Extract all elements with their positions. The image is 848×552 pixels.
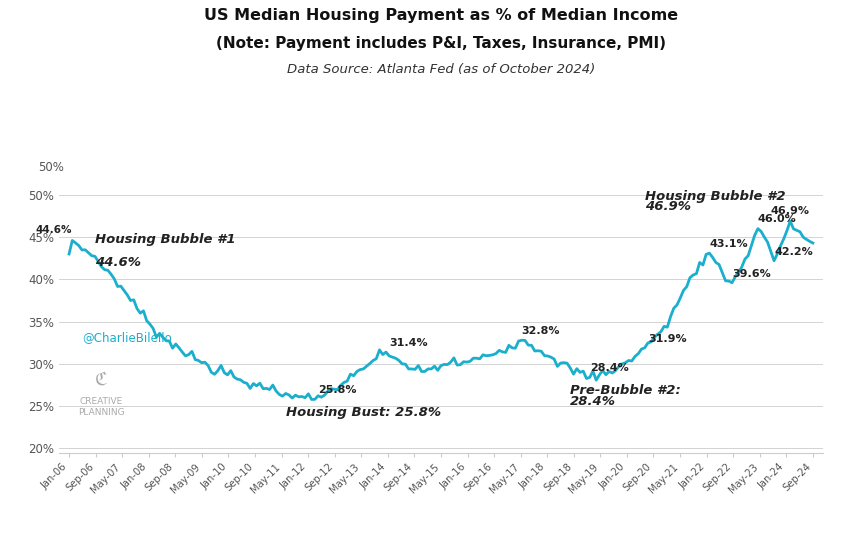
Text: (Note: Payment includes P&I, Taxes, Insurance, PMI): (Note: Payment includes P&I, Taxes, Insu… [216,36,666,51]
Text: 43.1%: 43.1% [710,239,748,249]
Text: Housing Bust: 25.8%: Housing Bust: 25.8% [286,406,441,419]
Text: 31.9%: 31.9% [648,333,687,343]
Text: Data Source: Atlanta Fed (as of October 2024): Data Source: Atlanta Fed (as of October … [287,63,595,77]
Text: 46.0%: 46.0% [758,214,796,225]
Text: 50%: 50% [38,161,64,174]
Text: 44.6%: 44.6% [36,225,72,235]
Text: 44.6%: 44.6% [95,256,141,269]
Text: Housing Bubble #2: Housing Bubble #2 [644,190,785,203]
Text: @CharlieBilello: @CharlieBilello [82,331,172,344]
Text: 42.2%: 42.2% [774,247,812,257]
Text: 25.8%: 25.8% [318,385,356,395]
Text: 32.8%: 32.8% [522,326,561,336]
Text: 28.4%: 28.4% [571,395,616,408]
Text: US Median Housing Payment as % of Median Income: US Median Housing Payment as % of Median… [204,8,678,23]
Text: 46.9%: 46.9% [644,200,690,213]
Text: 28.4%: 28.4% [589,363,628,373]
Text: 31.4%: 31.4% [389,338,428,348]
Text: 46.9%: 46.9% [771,206,810,216]
Text: Pre-Bubble #2:: Pre-Bubble #2: [571,384,681,397]
Text: CREATIVE
PLANNING: CREATIVE PLANNING [78,396,125,417]
Text: Housing Bubble #1: Housing Bubble #1 [95,232,236,246]
Text: 39.6%: 39.6% [732,268,771,279]
Text: ℭ: ℭ [95,370,108,389]
